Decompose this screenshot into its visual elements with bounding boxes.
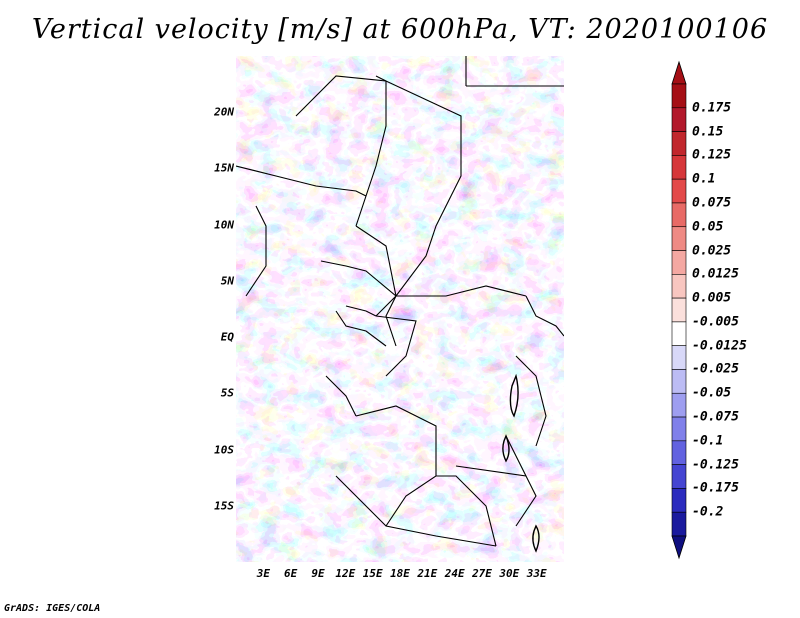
border-line	[245, 205, 267, 297]
colorbar-swatch	[671, 155, 687, 180]
colorbar-swatch	[671, 83, 687, 109]
border-line	[436, 475, 497, 547]
longitude-tick-label: 30E	[499, 567, 520, 580]
border-line	[355, 405, 437, 527]
longitude-tick-label: 9E	[311, 567, 325, 580]
longitude-tick-label: 3E	[256, 567, 270, 580]
longitude-tick-label: 15E	[362, 567, 383, 580]
colorbar-swatch	[671, 131, 687, 156]
border-line	[505, 435, 527, 477]
colorbar-swatch	[671, 345, 687, 370]
lake-outlines	[502, 373, 540, 553]
border-line	[396, 285, 527, 297]
latitude-tick-label: 5N	[220, 274, 234, 288]
colorbar-swatch	[671, 274, 687, 299]
border-line	[375, 315, 417, 377]
border-line	[515, 355, 547, 447]
latitude-tick-label: 5S	[220, 386, 234, 400]
colorbar-tick-label: -0.175	[692, 480, 739, 496]
colorbar-swatch	[671, 464, 687, 489]
border-line	[325, 375, 357, 417]
colorbar-tick-label: 0.075	[692, 195, 732, 211]
border-line	[295, 75, 462, 317]
country-borders	[236, 56, 564, 547]
colorbar-tick-label: -0.1	[692, 433, 724, 449]
colorbar-tick-label: 0.125	[692, 147, 732, 163]
colorbar-tick-label: -0.075	[692, 409, 739, 425]
border-line	[455, 465, 537, 527]
colorbar-tick-label: -0.005	[692, 314, 739, 330]
border-line	[236, 165, 367, 197]
longitude-tick-label: 18E	[390, 567, 410, 580]
colorbar-tick-label: 0.05	[692, 219, 724, 235]
colorbar-bottom-arrow	[671, 535, 687, 560]
vertical-velocity-field	[236, 56, 564, 562]
longitude-tick-label: 12E	[335, 567, 356, 580]
colorbar-tick-label: -0.0125	[692, 338, 747, 354]
colorbar-swatch	[671, 178, 687, 204]
colorbar-tick-label: -0.2	[692, 504, 724, 520]
longitude-tick-label: 33E	[526, 567, 547, 580]
colorbar-swatch	[671, 511, 687, 537]
lake-outline	[502, 434, 510, 463]
colorbar-tick-label: 0.005	[692, 290, 732, 306]
border-line	[335, 310, 387, 347]
colorbar-tick-label: 0.025	[692, 243, 732, 259]
colorbar-swatch	[671, 226, 687, 251]
grads-credit: GrADS: IGES/COLA	[4, 603, 101, 614]
lake-outline	[509, 373, 519, 418]
colorbar-swatch	[671, 321, 687, 346]
latitude-tick-label: 10N	[214, 218, 234, 232]
colorbar-swatch	[671, 107, 687, 132]
colorbar-swatch	[671, 369, 687, 394]
colorbar-swatch	[671, 488, 687, 513]
latitude-tick-label: EQ	[220, 330, 234, 344]
colorbar-swatch	[671, 392, 687, 418]
latitude-tick-label: 10S	[214, 443, 234, 457]
colorbar-tick-label: 0.0125	[692, 266, 739, 282]
colorbar-tick-label: -0.025	[692, 361, 739, 377]
border-line	[320, 260, 397, 297]
velocity-map	[236, 56, 564, 562]
lake-outline	[532, 524, 540, 553]
colorbar-swatch	[671, 416, 687, 442]
colorbar-tick-label: 0.175	[692, 100, 732, 116]
colorbar-swatch	[671, 250, 687, 275]
colorbar-tick-label: 0.1	[692, 171, 716, 187]
border-line	[355, 75, 387, 227]
border-line	[335, 475, 497, 547]
longitude-tick-label: 27E	[472, 567, 492, 580]
border-line	[525, 295, 564, 337]
latitude-tick-label: 15S	[214, 499, 234, 513]
border-line	[345, 305, 377, 317]
latitude-tick-label: 15N	[214, 161, 234, 175]
longitude-tick-label: 24E	[444, 567, 465, 580]
chart-title: Vertical velocity [m/s] at 600hPa, VT: 2…	[31, 14, 769, 45]
longitude-tick-label: 6E	[284, 567, 298, 580]
colorbar	[671, 60, 687, 560]
colorbar-swatch	[671, 440, 687, 465]
colorbar-tick-label: 0.15	[692, 124, 724, 140]
colorbar-tick-label: -0.05	[692, 385, 732, 401]
longitude-tick-label: 21E	[417, 567, 438, 580]
colorbar-top-arrow	[671, 60, 687, 85]
map-panel	[236, 56, 564, 562]
latitude-tick-label: 20N	[214, 105, 234, 119]
colorbar-tick-label: -0.125	[692, 457, 739, 473]
colorbar-swatch	[671, 297, 687, 323]
colorbar-swatch	[671, 202, 687, 228]
